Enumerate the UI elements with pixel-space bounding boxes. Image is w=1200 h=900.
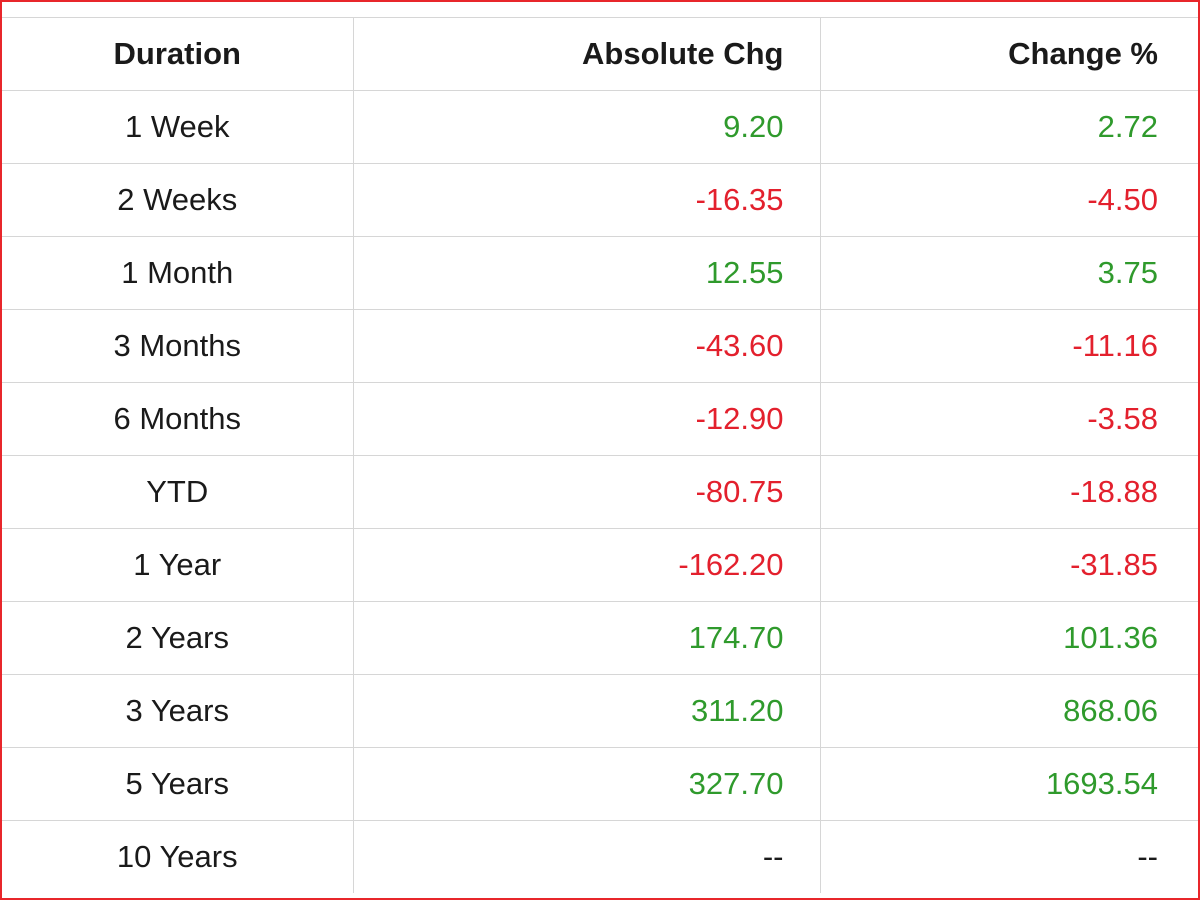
value-cell: -4.50 <box>819 163 1198 237</box>
table-row: 1 Year -162.20 -31.85 <box>2 528 1198 602</box>
value-cell: -- <box>819 820 1198 893</box>
value-cell: -80.75 <box>352 455 821 529</box>
table-row: 10 Years -- -- <box>2 820 1198 893</box>
value-cell: -18.88 <box>819 455 1198 529</box>
value-cell: -31.85 <box>819 528 1198 602</box>
header-cell: Duration <box>2 17 354 91</box>
value-cell: -3.58 <box>819 382 1198 456</box>
value-cell: -16.35 <box>352 163 821 237</box>
table-row: YTD -80.75 -18.88 <box>2 455 1198 529</box>
value-cell: 1693.54 <box>819 747 1198 821</box>
header-row: Duration Absolute Chg Change % <box>2 17 1198 91</box>
header-cell: Absolute Chg <box>352 17 821 91</box>
value-cell: -12.90 <box>352 382 821 456</box>
header-cell: Change % <box>819 17 1198 91</box>
table-row: 3 Months -43.60 -11.16 <box>2 309 1198 383</box>
duration-cell: 10 Years <box>2 820 354 893</box>
value-cell: -11.16 <box>819 309 1198 383</box>
value-cell: -162.20 <box>352 528 821 602</box>
duration-cell: 2 Years <box>2 601 354 675</box>
value-cell: 311.20 <box>352 674 821 748</box>
value-cell: 9.20 <box>352 90 821 164</box>
value-cell: -43.60 <box>352 309 821 383</box>
table-body: 1 Week 9.20 2.72 2 Weeks -16.35 -4.50 1 Month 1… <box>2 90 1198 893</box>
value-cell: -- <box>352 820 821 893</box>
value-cell: 2.72 <box>819 90 1198 164</box>
duration-cell: 1 Week <box>2 90 354 164</box>
value-cell: 868.06 <box>819 674 1198 748</box>
value-cell: 174.70 <box>352 601 821 675</box>
duration-cell: 3 Months <box>2 309 354 383</box>
duration-cell: YTD <box>2 455 354 529</box>
duration-cell: 5 Years <box>2 747 354 821</box>
table-row: 5 Years 327.70 1693.54 <box>2 747 1198 821</box>
duration-cell: 1 Month <box>2 236 354 310</box>
duration-cell: 3 Years <box>2 674 354 748</box>
table-row: 1 Month 12.55 3.75 <box>2 236 1198 310</box>
table-row: 6 Months -12.90 -3.58 <box>2 382 1198 456</box>
returns-table: Duration Absolute Chg Change % 1 Week 9.20 2… <box>2 17 1198 893</box>
value-cell: 3.75 <box>819 236 1198 310</box>
table-row: 3 Years 311.20 868.06 <box>2 674 1198 748</box>
table-row: 2 Years 174.70 101.36 <box>2 601 1198 675</box>
value-cell: 101.36 <box>819 601 1198 675</box>
table-row: 2 Weeks -16.35 -4.50 <box>2 163 1198 237</box>
table-row: 1 Week 9.20 2.72 <box>2 90 1198 164</box>
duration-cell: 2 Weeks <box>2 163 354 237</box>
duration-cell: 1 Year <box>2 528 354 602</box>
duration-cell: 6 Months <box>2 382 354 456</box>
value-cell: 12.55 <box>352 236 821 310</box>
value-cell: 327.70 <box>352 747 821 821</box>
